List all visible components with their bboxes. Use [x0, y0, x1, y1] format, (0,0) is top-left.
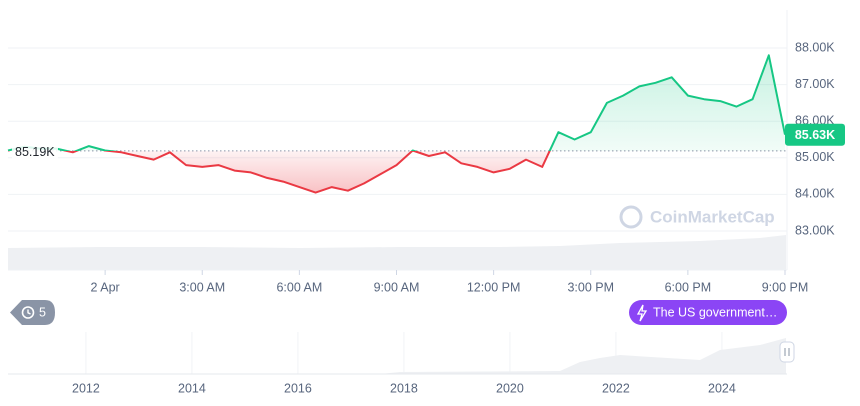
baseline-label-bg	[12, 142, 58, 160]
volume-area	[8, 235, 786, 270]
current-price-box	[785, 123, 845, 146]
x-tick-label: 12:00 PM	[467, 280, 521, 294]
overview	[8, 338, 795, 375]
overview-tick-label: 2024	[708, 381, 736, 395]
baseline-label: 85.19K	[15, 145, 55, 159]
x-tick-label: 3:00 AM	[179, 280, 225, 294]
overview-tick-label: 2012	[72, 381, 100, 395]
watermark-text: CoinMarketCap	[650, 207, 775, 226]
events-badge[interactable]: 5	[10, 300, 55, 325]
watermark: CoinMarketCap	[619, 205, 775, 229]
events-count: 5	[39, 305, 46, 319]
area-fill	[8, 55, 785, 193]
y-tick-label: 88.00K	[795, 40, 835, 54]
current-price-label: 85.63K	[795, 128, 835, 142]
y-tick-label: 83.00K	[795, 223, 835, 237]
overview-tick-label: 2022	[602, 381, 630, 395]
x-tick-label: 9:00 AM	[374, 280, 420, 294]
y-tick-label: 87.00K	[795, 77, 835, 91]
x-tick-label: 2 Apr	[91, 280, 120, 294]
overview-tick-label: 2014	[178, 381, 206, 395]
overview-tick-label: 2018	[390, 381, 418, 395]
overview-tick-label: 2016	[284, 381, 312, 395]
y-tick-label: 84.00K	[795, 187, 835, 201]
overview-tick-label: 2020	[496, 381, 524, 395]
x-tick-label: 6:00 AM	[276, 280, 322, 294]
x-tick-label: 9:00 PM	[762, 280, 809, 294]
price-line	[7, 54, 786, 194]
annotation-text: The US government…	[653, 305, 777, 319]
annotation-badge[interactable]: The US government…	[629, 300, 787, 325]
y-tick-label: 85.00K	[795, 150, 835, 164]
x-tick-label: 6:00 PM	[665, 280, 712, 294]
x-tick-label: 3:00 PM	[567, 280, 614, 294]
